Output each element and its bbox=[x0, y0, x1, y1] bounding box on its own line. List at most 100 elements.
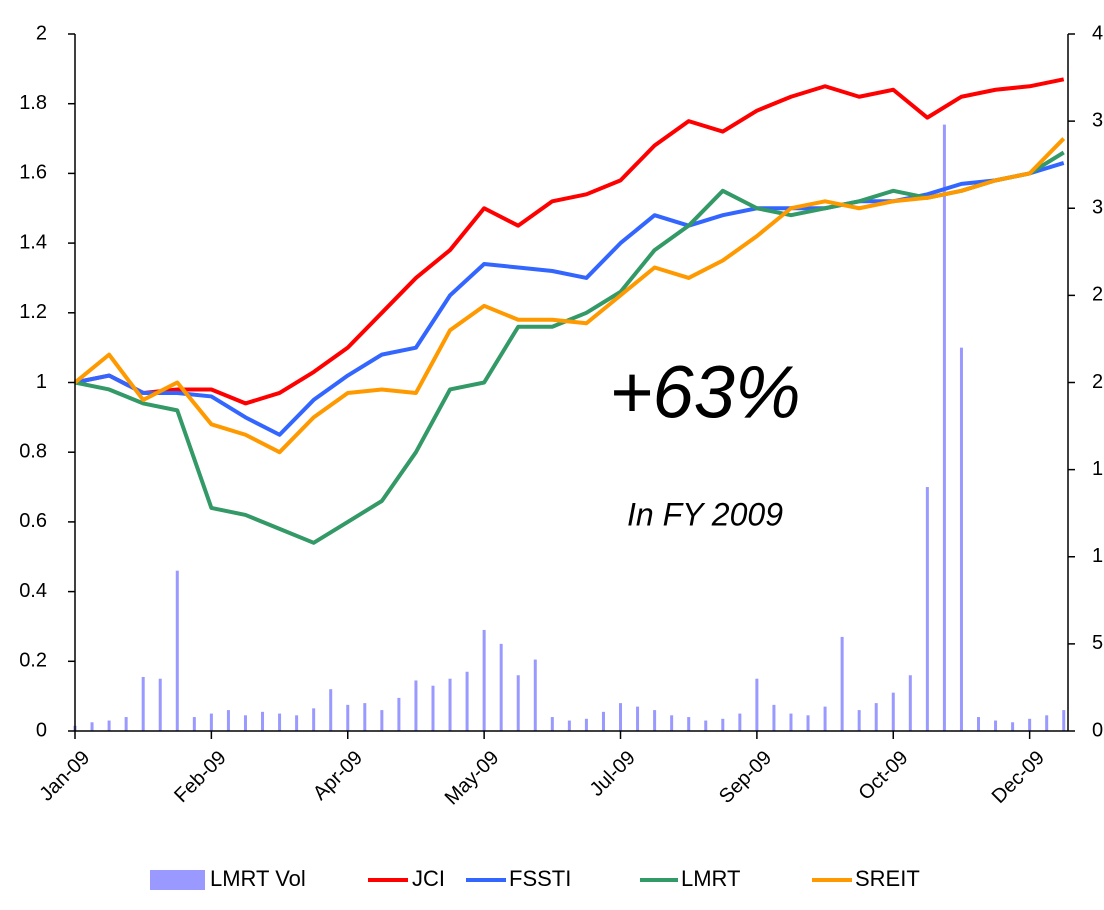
volume-bar bbox=[175, 570, 179, 731]
volume-bar bbox=[278, 713, 282, 731]
volume-bar bbox=[636, 706, 640, 731]
y2-tick-label: 3 bbox=[1092, 109, 1103, 131]
volume-bar bbox=[806, 715, 810, 731]
volume-bar bbox=[994, 720, 998, 731]
volume-bar bbox=[312, 708, 316, 731]
volume-bar bbox=[329, 689, 333, 731]
y-tick-label: 1.8 bbox=[19, 92, 47, 114]
y2-tick-label: 1 bbox=[1092, 545, 1103, 567]
volume-bar bbox=[874, 703, 878, 731]
volume-bar bbox=[499, 643, 503, 731]
x-tick-label: May-09 bbox=[441, 747, 504, 810]
volume-bar bbox=[584, 718, 588, 731]
volume-bar bbox=[721, 718, 725, 731]
y-tick-label: 0.8 bbox=[19, 440, 47, 462]
annotation: In FY 2009 bbox=[627, 496, 783, 532]
y2-tick-label: 4 bbox=[1092, 22, 1103, 44]
legend-item: SREIT bbox=[812, 866, 920, 891]
volume-bar bbox=[567, 720, 571, 731]
volume-bar bbox=[687, 717, 691, 731]
y-tick-label: 1.2 bbox=[19, 301, 47, 323]
volume-bar bbox=[261, 711, 265, 731]
volume-bar bbox=[209, 713, 213, 731]
y2-tick-label: 3 bbox=[1092, 197, 1103, 219]
volume-bar bbox=[977, 717, 981, 731]
volume-bar bbox=[1028, 718, 1032, 731]
volume-bar bbox=[619, 703, 623, 731]
volume-bar bbox=[107, 720, 111, 731]
legend-swatch bbox=[150, 870, 205, 890]
x-tick-label: Dec-09 bbox=[988, 747, 1049, 808]
x-tick-label: Feb-09 bbox=[170, 747, 230, 807]
volume-bar bbox=[141, 676, 145, 731]
x-tick-label: Apr-09 bbox=[309, 747, 367, 805]
volume-bar bbox=[857, 710, 861, 731]
y2-tick-label: 5 bbox=[1092, 632, 1103, 654]
y-tick-label: 1.6 bbox=[19, 162, 47, 184]
volume-bar bbox=[226, 710, 230, 731]
x-tick-label: Sep-09 bbox=[715, 747, 776, 808]
y-tick-label: 0.2 bbox=[19, 650, 47, 672]
y-tick-label: 1 bbox=[36, 371, 47, 393]
y2-tick-label: 1 bbox=[1092, 458, 1103, 480]
x-tick-label: Oct-09 bbox=[855, 747, 913, 805]
volume-bar bbox=[533, 659, 537, 731]
legend-item: LMRT bbox=[640, 866, 741, 891]
y-tick-label: 2 bbox=[36, 22, 47, 44]
plot-area bbox=[73, 77, 1066, 732]
legend-label: FSSTI bbox=[509, 866, 571, 891]
legend-item: JCI bbox=[368, 866, 445, 891]
volume-bar bbox=[158, 678, 162, 731]
legend-item: FSSTI bbox=[466, 866, 571, 891]
volume-bar bbox=[1062, 710, 1066, 731]
volume-bar bbox=[601, 711, 605, 731]
volume-bar bbox=[431, 685, 435, 731]
volume-bar bbox=[840, 636, 844, 731]
volume-bar bbox=[516, 675, 520, 731]
volume-bar bbox=[243, 715, 247, 731]
x-tick-label: Jul-09 bbox=[586, 747, 640, 801]
volume-bar bbox=[90, 722, 94, 731]
volume-bar bbox=[448, 678, 452, 731]
volume-bar bbox=[772, 704, 776, 731]
y-tick-label: 0.6 bbox=[19, 510, 47, 532]
series-line bbox=[74, 150, 1065, 545]
volume-bar bbox=[1045, 715, 1049, 731]
volume-bar bbox=[925, 487, 929, 731]
volume-bar bbox=[397, 697, 401, 731]
legend-item: LMRT Vol bbox=[150, 866, 306, 891]
volume-bar bbox=[192, 717, 196, 731]
volume-bar bbox=[823, 706, 827, 731]
x-tick-label: Jan-09 bbox=[35, 747, 94, 806]
legend-label: SREIT bbox=[855, 866, 920, 891]
volume-bar bbox=[414, 680, 418, 731]
volume-bar bbox=[653, 710, 657, 731]
volume-bar bbox=[124, 717, 128, 731]
y2-tick-label: 2 bbox=[1092, 371, 1103, 393]
volume-bar bbox=[670, 715, 674, 731]
volume-bar bbox=[482, 629, 486, 731]
volume-bar bbox=[704, 720, 708, 731]
volume-bar bbox=[465, 671, 469, 731]
y2-tick-label: 0 bbox=[1092, 719, 1103, 741]
volume-bar bbox=[755, 678, 759, 731]
legend-label: LMRT Vol bbox=[210, 866, 306, 891]
volume-bar bbox=[380, 710, 384, 731]
annotation: +63% bbox=[609, 351, 800, 434]
y-tick-label: 0 bbox=[36, 719, 47, 741]
volume-bar bbox=[738, 713, 742, 731]
series-line bbox=[74, 77, 1065, 406]
volume-bar bbox=[346, 704, 350, 731]
y-tick-label: 1.4 bbox=[19, 231, 47, 253]
y-tick-label: 0.4 bbox=[19, 580, 47, 602]
volume-bar bbox=[550, 717, 554, 731]
legend-label: JCI bbox=[412, 866, 445, 891]
volume-bar bbox=[959, 347, 963, 731]
y2-tick-label: 2 bbox=[1092, 284, 1103, 306]
series-line bbox=[73, 137, 1066, 455]
legend-label: LMRT bbox=[681, 866, 741, 891]
volume-bar bbox=[891, 692, 895, 731]
volume-bar bbox=[789, 713, 793, 731]
volume-bar bbox=[295, 715, 299, 731]
